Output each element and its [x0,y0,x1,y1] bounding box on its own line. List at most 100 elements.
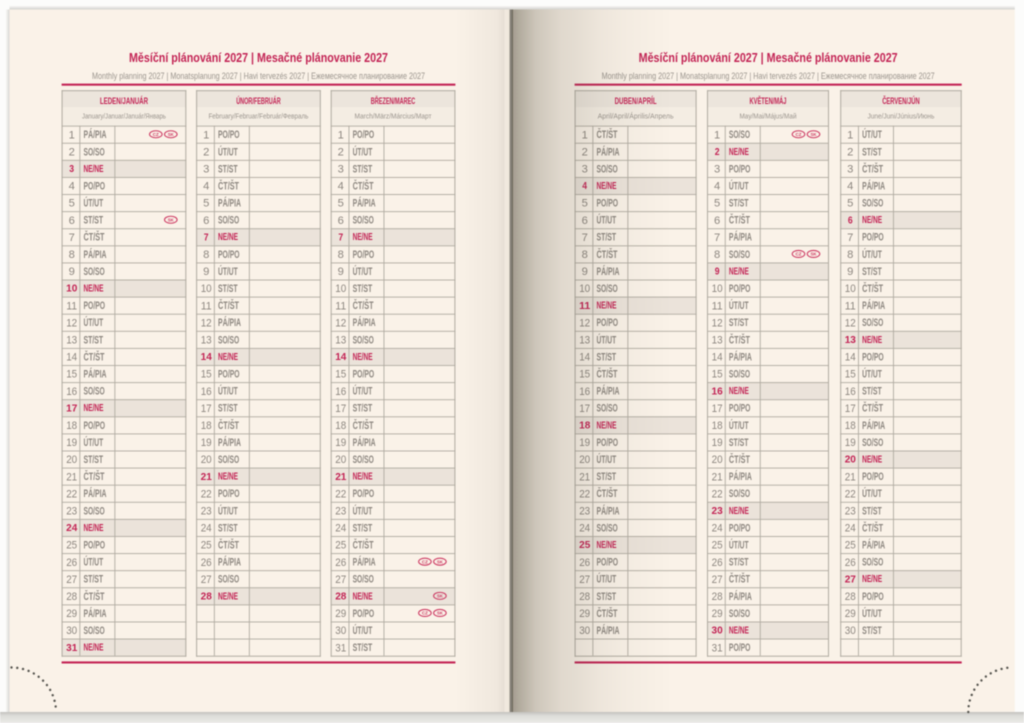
svg-text:ÚT/UT: ÚT/UT [218,265,238,278]
svg-text:2: 2 [69,146,75,158]
svg-text:24: 24 [335,523,346,535]
svg-text:ÚT/UT: ÚT/UT [729,538,749,551]
svg-text:PO/PO: PO/PO [84,180,106,192]
svg-text:ÚT/UT: ÚT/UT [84,197,104,210]
svg-text:14: 14 [66,352,77,364]
svg-text:14: 14 [335,352,347,363]
svg-text:8: 8 [203,249,209,261]
svg-text:ST/ST: ST/ST [862,266,882,278]
svg-text:ST/ST: ST/ST [862,625,882,637]
svg-text:NE/NE: NE/NE [862,215,882,226]
svg-text:9: 9 [203,266,209,278]
svg-text:27: 27 [845,574,857,585]
svg-text:SO/SO: SO/SO [353,215,374,227]
svg-text:30: 30 [712,626,724,637]
svg-text:17: 17 [712,403,723,415]
svg-text:ČT/ŠT: ČT/ŠT [353,299,374,312]
svg-text:15: 15 [201,369,212,381]
svg-text:PÁ/PIA: PÁ/PIA [353,197,376,210]
svg-text:6: 6 [69,215,75,227]
svg-text:19: 19 [845,437,856,449]
svg-text:SO/SO: SO/SO [218,454,239,466]
svg-text:19: 19 [66,437,77,449]
svg-text:ČT/ŠT: ČT/ŠT [862,162,883,175]
svg-text:20: 20 [712,454,723,466]
svg-text:11: 11 [66,300,77,312]
svg-text:ST/ST: ST/ST [862,146,882,158]
svg-text:ST/ST: ST/ST [84,454,104,466]
svg-text:ÚT/UT: ÚT/UT [862,248,882,261]
svg-text:18: 18 [335,420,346,432]
svg-text:5: 5 [69,198,75,210]
svg-text:6: 6 [338,215,344,227]
svg-text:17: 17 [335,403,346,415]
svg-text:SO/SO: SO/SO [353,574,374,586]
svg-text:SO/SO: SO/SO [729,488,750,500]
svg-text:ČT/ŠT: ČT/ŠT [729,573,750,586]
svg-text:13: 13 [845,335,857,346]
svg-text:28: 28 [201,591,213,602]
svg-text:22: 22 [845,488,856,500]
svg-text:PO/PO: PO/PO [862,471,884,483]
svg-text:22: 22 [712,488,723,500]
svg-text:ÚT/UT: ÚT/UT [353,145,373,158]
svg-text:ČT/ŠT: ČT/ŠT [729,333,750,346]
svg-text:ÚT/UT: ÚT/UT [862,128,882,141]
svg-text:ÚT/UT: ÚT/UT [729,419,749,432]
svg-text:ST/ST: ST/ST [218,163,238,175]
svg-text:18: 18 [66,420,77,432]
svg-text:PO/PO: PO/PO [729,403,751,415]
svg-text:3: 3 [203,164,209,176]
svg-text:ÚT/UT: ÚT/UT [862,368,882,381]
svg-text:PÁ/PIA: PÁ/PIA [729,470,752,483]
svg-text:13: 13 [335,335,346,347]
svg-text:NE/NE: NE/NE [862,335,882,346]
svg-text:PO/PO: PO/PO [218,249,240,261]
svg-text:PO/PO: PO/PO [218,488,240,500]
svg-text:27: 27 [335,574,346,586]
svg-text:2: 2 [203,146,209,158]
svg-text:ST/ST: ST/ST [353,642,373,654]
svg-text:28: 28 [335,591,347,602]
svg-text:21: 21 [845,471,856,483]
svg-text:SO/SO: SO/SO [353,454,374,466]
svg-text:SK: SK [437,593,443,598]
svg-text:5: 5 [203,198,209,210]
svg-text:ČT/ŠT: ČT/ŠT [353,538,374,551]
svg-text:ČT/ŠT: ČT/ŠT [218,299,239,312]
svg-text:31: 31 [335,642,346,654]
svg-text:ČT/ŠT: ČT/ŠT [862,402,883,415]
svg-text:23: 23 [201,505,212,517]
svg-text:PÁ/PIA: PÁ/PIA [218,436,241,449]
svg-text:22: 22 [335,488,346,500]
svg-text:NE/NE: NE/NE [84,164,104,175]
svg-text:4: 4 [338,181,344,193]
svg-text:NE/NE: NE/NE [84,403,104,414]
svg-text:ČERVEN/JÚN: ČERVEN/JÚN [882,95,920,106]
svg-text:ČT/ŠT: ČT/ŠT [84,590,105,603]
svg-text:PÁ/PIA: PÁ/PIA [84,248,107,261]
svg-text:PO/PO: PO/PO [862,591,884,603]
svg-text:11: 11 [201,300,212,312]
svg-text:13: 13 [66,335,77,347]
svg-text:ÚT/UT: ÚT/UT [353,265,373,278]
svg-text:10: 10 [201,283,212,295]
svg-text:8: 8 [847,249,853,261]
svg-text:29: 29 [66,608,77,620]
svg-text:Monthly planning 2027 | Monats: Monthly planning 2027 | Monatsplanung 20… [602,71,935,81]
svg-text:26: 26 [201,557,212,569]
svg-text:28: 28 [845,591,856,603]
svg-text:10: 10 [712,283,723,295]
svg-text:ČT/ŠT: ČT/ŠT [218,538,239,551]
svg-text:14: 14 [712,352,723,364]
svg-text:PO/PO: PO/PO [84,420,106,432]
svg-text:ST/ST: ST/ST [729,198,749,210]
svg-text:16: 16 [335,386,346,398]
svg-text:21: 21 [201,472,213,483]
svg-text:30: 30 [845,625,856,637]
svg-text:PO/PO: PO/PO [353,369,375,381]
svg-text:1: 1 [338,129,344,141]
svg-text:ÚT/UT: ÚT/UT [729,179,749,192]
svg-text:27: 27 [201,574,212,586]
svg-text:24: 24 [712,523,723,535]
